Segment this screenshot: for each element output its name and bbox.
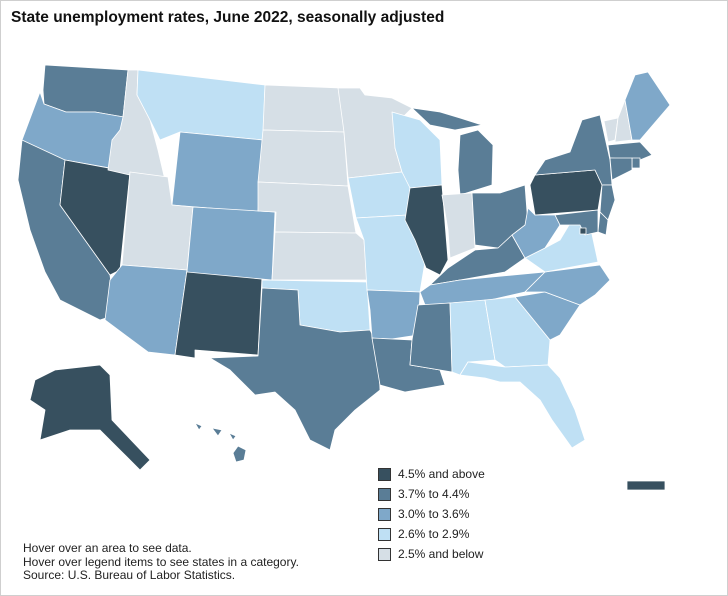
legend-item-2.6-to-2.9[interactable]: 2.6% to 2.9%: [378, 524, 485, 544]
state-IN[interactable]: [441, 192, 476, 259]
state-AK[interactable]: [29, 364, 151, 471]
state-NJ[interactable]: [599, 184, 616, 221]
state-CO[interactable]: [186, 206, 276, 281]
state-CT[interactable]: [609, 157, 633, 181]
legend-label: 4.5% and above: [398, 467, 485, 481]
legend-item-3.7-to-4.4[interactable]: 3.7% to 4.4%: [378, 484, 485, 504]
hover-legend-note: Hover over legend items to see states in…: [23, 554, 299, 569]
state-NC[interactable]: [524, 264, 611, 306]
hover-area-note: Hover over an area to see data.: [23, 541, 192, 555]
state-TX[interactable]: [209, 287, 381, 451]
map-legend: 4.5% and above 3.7% to 4.4% 3.0% to 3.6%…: [378, 464, 485, 564]
state-ME[interactable]: [624, 71, 671, 141]
state-AR[interactable]: [366, 289, 421, 341]
state-MD[interactable]: [554, 209, 599, 236]
state-ND[interactable]: [262, 84, 345, 133]
state-KS[interactable]: [271, 231, 368, 281]
state-FL[interactable]: [459, 361, 586, 449]
state-IA[interactable]: [347, 171, 416, 219]
state-NM[interactable]: [174, 269, 263, 359]
map-title: State unemployment rates, June 2022, sea…: [11, 9, 445, 26]
legend-label: 2.5% and below: [398, 547, 484, 561]
legend-item-4.5-and-above[interactable]: 4.5% and above: [378, 464, 485, 484]
state-SC[interactable]: [514, 291, 581, 341]
legend-swatch: [378, 527, 391, 541]
legend-label: 3.7% to 4.4%: [398, 487, 470, 501]
state-NY[interactable]: [534, 114, 613, 186]
legend-swatch: [378, 547, 391, 561]
map-notes: Hover over an area to see data. Hover ov…: [23, 541, 299, 583]
state-SD[interactable]: [257, 129, 349, 187]
legend-swatch: [378, 487, 391, 501]
state-DE[interactable]: [597, 211, 609, 236]
state-MS[interactable]: [409, 302, 453, 373]
state-MI[interactable]: [411, 107, 494, 196]
legend-label: 2.6% to 2.9%: [398, 527, 470, 541]
state-PR[interactable]: [626, 480, 666, 491]
state-PA[interactable]: [529, 169, 603, 216]
legend-label: 3.0% to 3.6%: [398, 507, 470, 521]
state-RI[interactable]: [631, 157, 641, 169]
legend-swatch: [378, 467, 391, 481]
source-note: Source: U.S. Bureau of Labor Statistics.: [23, 568, 236, 582]
legend-item-2.5-and-below[interactable]: 2.5% and below: [378, 544, 485, 564]
state-HI[interactable]: [194, 422, 247, 463]
state-WY[interactable]: [171, 131, 264, 213]
state-MA[interactable]: [607, 141, 653, 161]
state-DC[interactable]: [579, 227, 587, 235]
state-AZ[interactable]: [104, 264, 188, 356]
legend-swatch: [378, 507, 391, 521]
state-MT[interactable]: [136, 69, 266, 141]
legend-item-3.0-to-3.6[interactable]: 3.0% to 3.6%: [378, 504, 485, 524]
